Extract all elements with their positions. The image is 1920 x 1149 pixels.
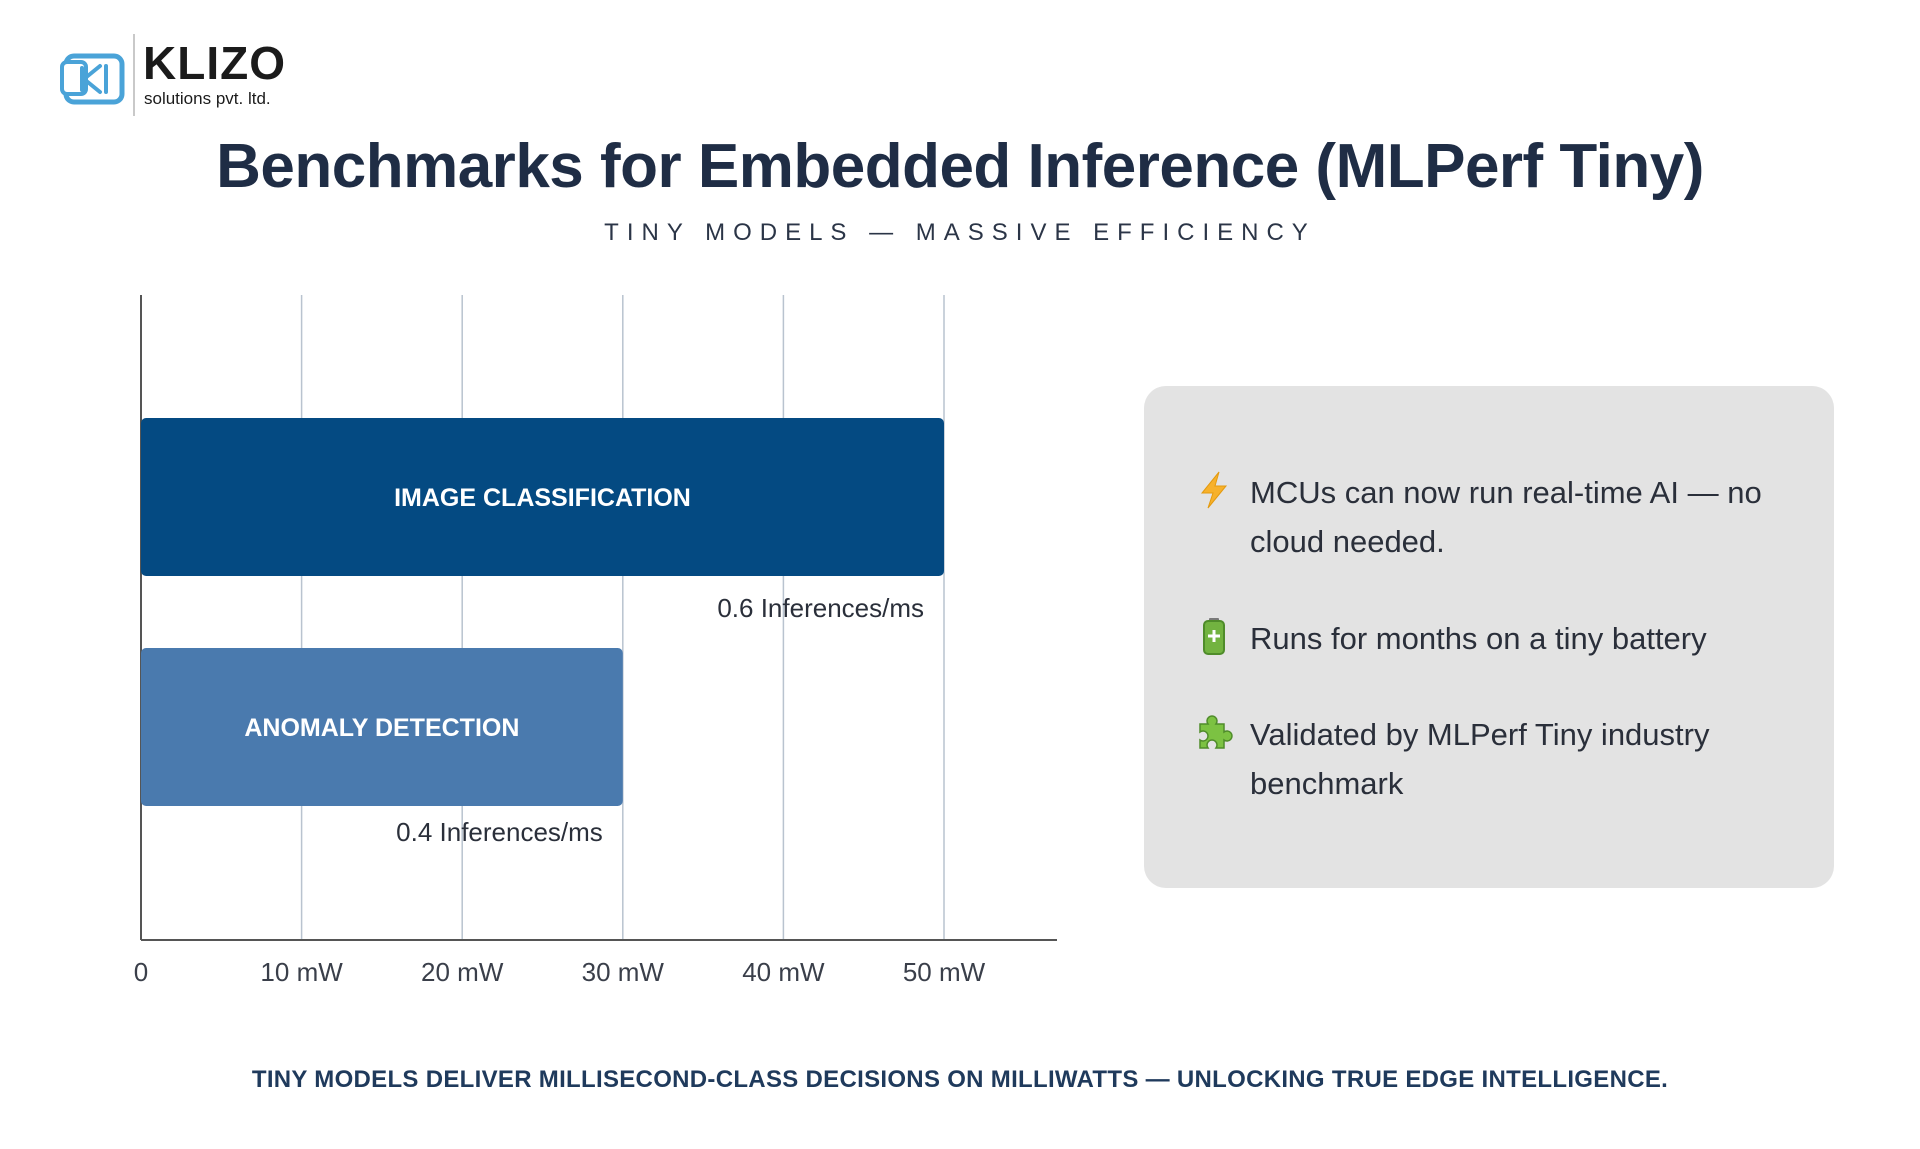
bar-category-label: ANOMALY DETECTION	[244, 714, 519, 742]
bar	[141, 418, 944, 576]
logo-wordmark: KLIZO	[143, 37, 286, 89]
page-subtitle: TINY MODELS — MASSIVE EFFICIENCY	[604, 219, 1316, 246]
x-tick-label: 20 mW	[421, 957, 504, 987]
klizo-logo-icon	[60, 53, 125, 105]
point-text: Validated by MLPerf Tiny industry benchm…	[1250, 717, 1710, 801]
bar-data-label: 0.6 Inferences/ms	[717, 593, 924, 623]
highlights-panel: MCUs can now run real-time AI — no cloud…	[1144, 386, 1834, 888]
x-tick-label: 50 mW	[903, 957, 986, 987]
footer-tagline: TINY MODELS DELIVER MILLISECOND-CLASS DE…	[251, 1066, 1669, 1093]
x-tick-label: 0	[134, 957, 148, 987]
lightning-icon	[1200, 471, 1228, 509]
x-tick-label: 10 mW	[260, 957, 343, 987]
point-text: Runs for months on a tiny battery	[1250, 621, 1707, 656]
x-tick-label: 30 mW	[582, 957, 665, 987]
company-logo: KLIZO solutions pvt. ltd.	[60, 34, 320, 118]
logo-subtext: solutions pvt. ltd.	[144, 89, 271, 108]
point-text: MCUs can now run real-time AI — no cloud…	[1250, 475, 1762, 559]
logo-divider	[133, 34, 135, 116]
battery-icon	[1203, 618, 1225, 655]
puzzle-icon	[1199, 715, 1233, 749]
x-tick-label: 40 mW	[742, 957, 825, 987]
bar	[141, 648, 623, 806]
bar-category-label: IMAGE CLASSIFICATION	[394, 484, 691, 512]
page-title: Benchmarks for Embedded Inference (MLPer…	[216, 132, 1704, 201]
bar-data-label: 0.4 Inferences/ms	[396, 817, 603, 847]
